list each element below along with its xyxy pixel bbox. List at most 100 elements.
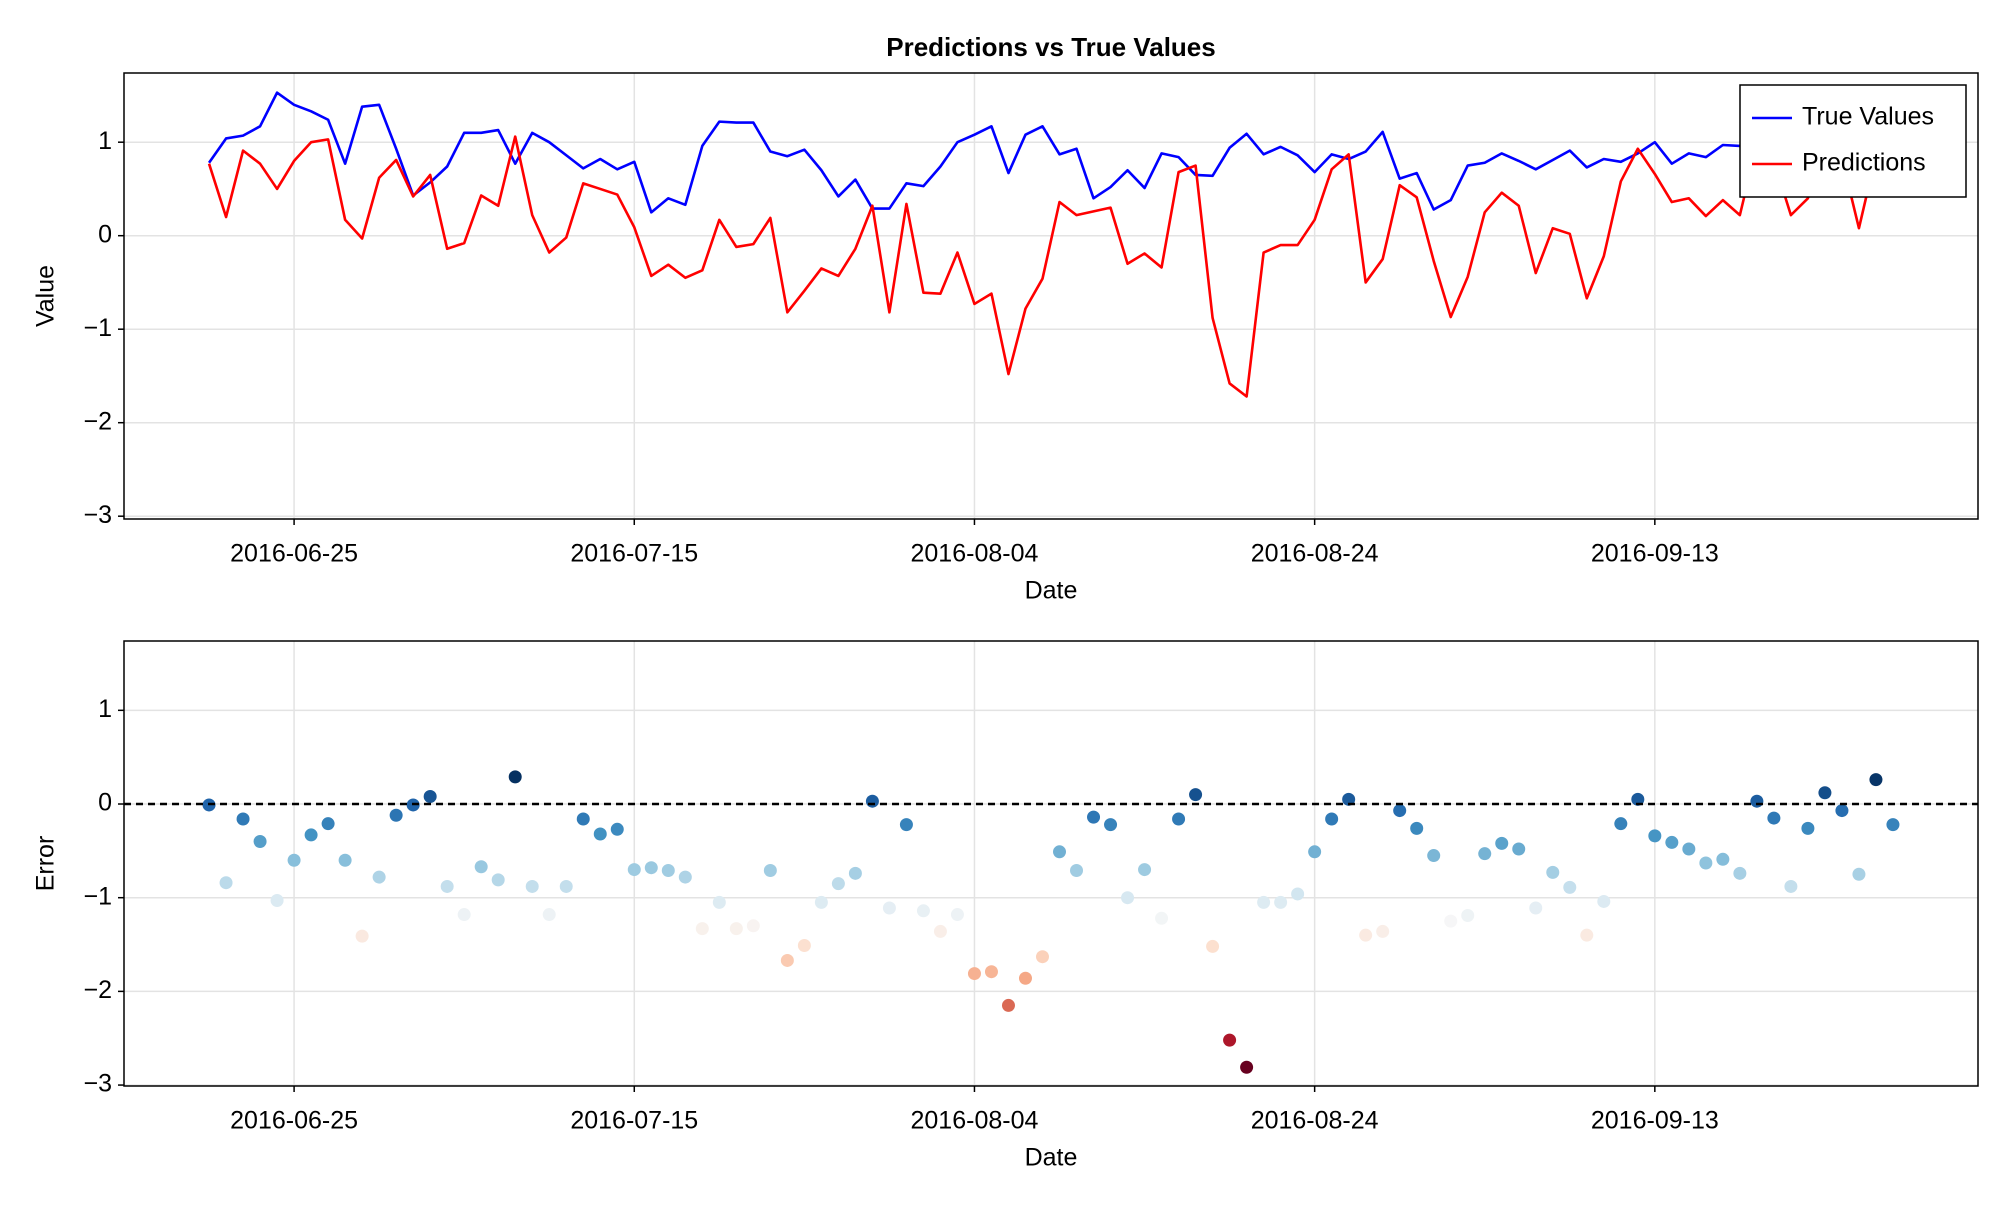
point	[984, 965, 998, 979]
point	[1053, 845, 1067, 859]
point	[1087, 810, 1101, 824]
point	[576, 812, 590, 826]
point	[1138, 863, 1152, 877]
plot-frame	[123, 640, 1979, 1087]
point	[712, 895, 726, 909]
point	[661, 864, 675, 878]
chart-title: Predictions vs True Values	[886, 32, 1215, 62]
point	[1614, 817, 1628, 831]
point	[865, 794, 879, 808]
y-tick-label: −1	[83, 882, 112, 910]
point	[1546, 865, 1560, 879]
point	[1478, 847, 1492, 861]
point	[321, 817, 335, 831]
x-tick-label: 2016-07-15	[570, 540, 698, 568]
x-tick-label: 2016-07-15	[570, 1107, 698, 1135]
x-tick-label: 2016-08-04	[911, 540, 1039, 568]
point	[746, 919, 760, 933]
point	[1223, 1033, 1237, 1047]
point	[899, 818, 913, 832]
point	[457, 908, 471, 922]
y-tick-label: −1	[83, 314, 112, 342]
point	[678, 870, 692, 884]
point	[1240, 1060, 1254, 1074]
point	[882, 901, 896, 915]
y-axis-label: Error	[32, 836, 60, 892]
point	[1818, 786, 1832, 800]
y-tick-label: 0	[98, 789, 112, 817]
y-tick-label: −3	[83, 1070, 112, 1098]
y-tick-label: 0	[98, 220, 112, 248]
point	[848, 866, 862, 880]
point	[270, 894, 284, 908]
point	[1563, 880, 1577, 894]
point	[287, 853, 301, 867]
point	[1495, 836, 1509, 850]
point	[1359, 928, 1373, 942]
point	[1189, 788, 1203, 802]
point	[1104, 818, 1118, 832]
point	[1682, 842, 1696, 856]
point	[950, 908, 964, 922]
y-tick-label: 1	[98, 695, 112, 723]
point	[372, 870, 386, 884]
point	[1427, 849, 1441, 863]
point	[1631, 792, 1645, 806]
point	[1308, 845, 1322, 859]
x-tick-label: 2016-08-24	[1251, 540, 1379, 568]
x-tick-label: 2016-06-25	[230, 540, 358, 568]
point	[1018, 971, 1032, 985]
point	[1733, 866, 1747, 880]
point	[1835, 804, 1849, 818]
y-tick-label: −2	[83, 407, 112, 435]
point	[1393, 804, 1407, 818]
plot-area	[124, 770, 1978, 1074]
point	[338, 853, 352, 867]
point	[219, 876, 233, 890]
point	[593, 827, 607, 841]
point	[1172, 812, 1186, 826]
point	[1155, 911, 1169, 925]
y-tick-label: 1	[98, 127, 112, 155]
point	[355, 929, 369, 943]
point	[695, 922, 709, 936]
point	[440, 879, 454, 893]
point	[1784, 879, 1798, 893]
point	[1121, 891, 1135, 905]
y-tick-label: −3	[83, 501, 112, 529]
y-tick-label: −2	[83, 976, 112, 1004]
point	[610, 822, 624, 836]
point	[1410, 821, 1424, 835]
legend-box	[1739, 84, 1967, 198]
point	[831, 877, 845, 891]
point	[1852, 867, 1866, 881]
plot-area	[207, 91, 1895, 398]
x-tick-label: 2016-08-24	[1251, 1107, 1379, 1135]
point	[253, 834, 267, 848]
point	[1869, 773, 1883, 787]
legend: True Values Predictions	[1739, 84, 1967, 198]
x-tick-label: 2016-09-13	[1591, 540, 1719, 568]
series-line	[207, 91, 1895, 214]
series-line	[207, 135, 1894, 398]
point	[1529, 901, 1543, 915]
legend-label: True Values	[1802, 103, 1934, 131]
point	[814, 895, 828, 909]
point	[389, 808, 403, 822]
point	[1325, 812, 1339, 826]
point	[1801, 821, 1815, 835]
point	[508, 770, 522, 784]
point	[916, 904, 930, 918]
point	[1376, 924, 1390, 938]
x-tick-label: 2016-08-04	[911, 1107, 1039, 1135]
point	[1665, 835, 1679, 849]
point	[474, 860, 488, 874]
legend-label: Predictions	[1802, 149, 1926, 177]
point	[627, 863, 641, 877]
point	[1461, 908, 1475, 922]
plot-line: Predictions vs True Values 2016-06-25 2016…	[32, 32, 1979, 605]
point	[1257, 895, 1271, 909]
point	[1699, 856, 1713, 870]
point	[780, 953, 794, 967]
